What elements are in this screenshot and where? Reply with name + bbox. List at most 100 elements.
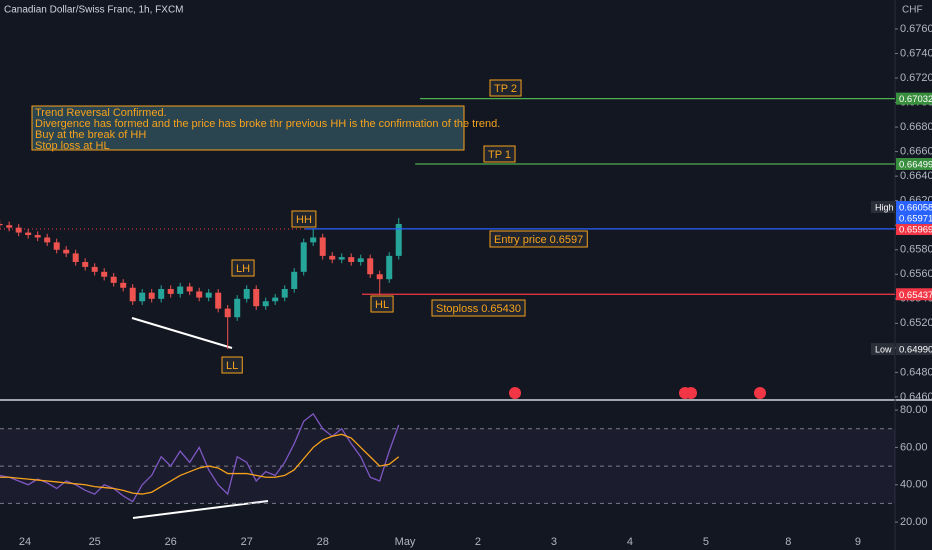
label-text: Stoploss 0.65430 xyxy=(436,303,521,315)
label-box xyxy=(221,356,243,374)
label-box xyxy=(431,299,526,317)
candle-body xyxy=(205,292,212,298)
price-tag xyxy=(896,92,932,105)
level-label: Stoploss 0.65430 xyxy=(431,299,526,317)
annotation: LL xyxy=(221,356,243,374)
event-icon[interactable] xyxy=(509,387,521,399)
candle-body xyxy=(44,237,51,243)
y2-tick-label: 40.00 xyxy=(900,479,928,491)
candle-body xyxy=(281,288,288,298)
price-tag xyxy=(896,201,932,214)
label-text: HH xyxy=(296,214,312,226)
candle-body xyxy=(101,271,108,277)
note-line: Buy at the break of HH xyxy=(35,129,146,141)
x-tick-label: 2 xyxy=(475,536,481,548)
candle-body xyxy=(376,274,383,280)
x-tick-label: 24 xyxy=(19,536,31,548)
y2-tick-label: 20.00 xyxy=(900,516,928,528)
x-tick-label: 4 xyxy=(627,536,633,548)
candle-body xyxy=(120,282,127,288)
candle-body xyxy=(319,237,326,256)
note-box xyxy=(31,105,465,151)
candle-body xyxy=(367,258,374,275)
price-tag-name: High xyxy=(875,202,894,212)
label-box xyxy=(370,295,394,313)
price-tag-name-box xyxy=(871,343,895,356)
candle-body xyxy=(395,223,402,256)
x-tick-label: 9 xyxy=(855,536,861,548)
candle-body xyxy=(310,237,317,243)
price-tag xyxy=(896,212,932,225)
level-label: TP 2 xyxy=(489,79,522,97)
candle-body xyxy=(158,288,165,299)
candle-body xyxy=(215,292,222,309)
y2-tick-label: 60.00 xyxy=(900,441,928,453)
event-icon[interactable] xyxy=(754,387,766,399)
note-line: Stop loss at HL xyxy=(35,140,110,152)
annotation: HL xyxy=(370,295,394,313)
price-tag-label: 0.65969 xyxy=(899,225,932,236)
annotation: LH xyxy=(231,259,255,277)
x-tick-label: 26 xyxy=(165,536,177,548)
candle-body xyxy=(0,223,3,226)
x-tick-label: 28 xyxy=(317,536,329,548)
candle-body xyxy=(139,292,146,302)
candle-body xyxy=(15,227,22,233)
y2-tick-label: 80.00 xyxy=(900,404,928,416)
event-icon[interactable] xyxy=(685,387,697,399)
note-line: Trend Reversal Confirmed. xyxy=(35,107,167,119)
candle-body xyxy=(34,235,41,238)
candle-body xyxy=(129,287,136,302)
x-tick-label: May xyxy=(395,536,416,548)
x-tick-label: 5 xyxy=(703,536,709,548)
price-tag xyxy=(896,288,932,301)
price-tag-label: 0.66499 xyxy=(899,160,932,171)
label-text: TP 2 xyxy=(494,83,517,95)
label-box xyxy=(489,230,588,248)
candle-body xyxy=(53,242,60,250)
candle-body xyxy=(196,291,203,298)
note-line: Divergence has formed and the price has … xyxy=(35,118,500,130)
rsi-line xyxy=(0,433,400,495)
candle-body xyxy=(148,292,155,299)
candle-body xyxy=(329,255,336,260)
price-tag xyxy=(896,223,932,236)
label-box xyxy=(483,145,516,163)
y-tick-label: 0.64600 xyxy=(900,391,932,403)
candle-body xyxy=(348,257,355,263)
candle-body xyxy=(357,258,364,263)
candle-body xyxy=(386,255,393,280)
candle-body xyxy=(6,225,13,228)
candle-body xyxy=(186,286,193,292)
price-tag-label: 0.66058 xyxy=(899,203,932,214)
candle-body xyxy=(338,257,345,260)
candle-body xyxy=(63,249,70,254)
candle-body xyxy=(167,288,174,294)
candle-body xyxy=(224,308,231,318)
label-text: LL xyxy=(226,360,238,372)
label-text: TP 1 xyxy=(488,149,511,161)
divergence-line xyxy=(132,500,269,519)
price-tag xyxy=(896,343,932,356)
candle-body xyxy=(110,276,117,283)
candle-body xyxy=(91,266,98,272)
label-box xyxy=(231,259,255,277)
label-box xyxy=(489,79,522,97)
candle-body xyxy=(262,301,269,307)
x-tick-label: 27 xyxy=(241,536,253,548)
price-tag-name-box xyxy=(871,201,895,214)
price-tag-name: Low xyxy=(875,344,892,354)
label-text: Entry price 0.6597 xyxy=(494,234,583,246)
